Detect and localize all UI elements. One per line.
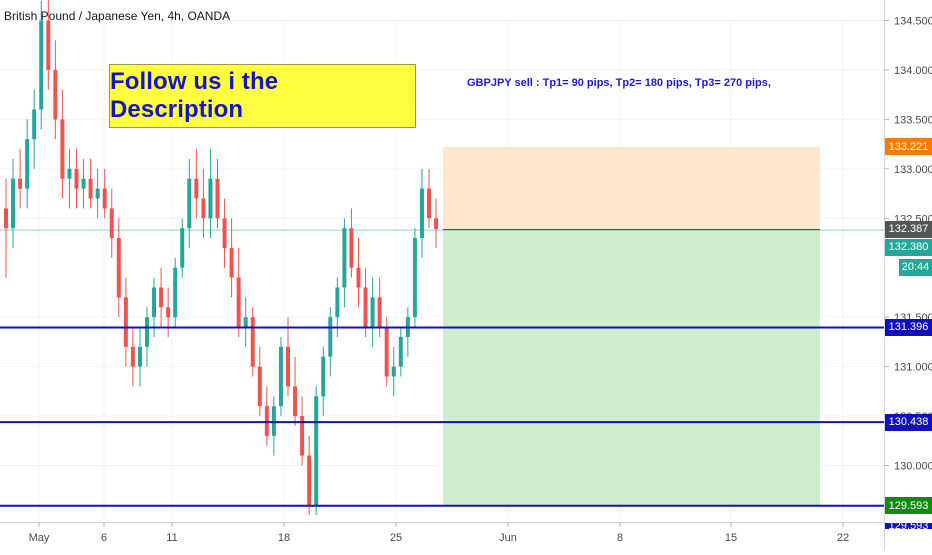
candle-body	[95, 188, 100, 199]
candle-body	[384, 327, 389, 377]
trade-note: GBPJPY sell : Tp1= 90 pips, Tp2= 180 pip…	[467, 77, 771, 89]
candle-body	[427, 188, 431, 219]
candle-body	[349, 228, 354, 268]
position-zones[interactable]	[443, 146, 820, 506]
candle-body	[11, 178, 16, 229]
x-tick-label: May	[29, 532, 50, 544]
x-tick-label: 6	[101, 532, 107, 544]
candle-body	[25, 139, 30, 189]
promo-text: Follow us i the Description	[110, 68, 279, 123]
candle-body	[116, 238, 121, 298]
candle-body	[137, 346, 142, 367]
candle-body	[271, 406, 276, 436]
support-lines[interactable]	[0, 326, 884, 507]
candle-body	[74, 168, 79, 189]
candle-body	[250, 317, 255, 367]
candle-body	[257, 366, 262, 407]
x-tick-label: 22	[837, 532, 849, 544]
candle-body	[102, 188, 107, 209]
candle-body	[67, 168, 72, 179]
candle-body	[145, 317, 149, 347]
candle-body	[307, 455, 312, 506]
candle-body	[166, 307, 171, 318]
candles	[4, 0, 439, 515]
candle-body	[60, 119, 65, 179]
candle-body	[187, 178, 192, 229]
x-tick-label: 11	[166, 532, 177, 544]
candle-body	[300, 416, 305, 456]
y-tick-label: 134.500	[894, 16, 932, 28]
candle-body	[152, 287, 157, 318]
take-profit-zone[interactable]	[443, 229, 820, 506]
promo-callout[interactable]: Follow us i the Description	[109, 64, 416, 128]
candle-body	[314, 396, 319, 506]
candle-body	[335, 287, 340, 318]
candle-body	[236, 277, 241, 328]
entry-price-tag: 132.387	[885, 220, 932, 238]
x-tick-label: 25	[390, 532, 402, 544]
candle-body	[398, 336, 403, 367]
candle-body	[342, 228, 347, 288]
candle-body	[419, 188, 424, 239]
tp2-price-tag: 130.438	[885, 413, 932, 431]
candle-body	[243, 317, 248, 328]
candle-body	[328, 317, 333, 357]
last-price-tag: 132.380	[885, 238, 932, 256]
x-tick-label: 18	[278, 532, 290, 544]
candle-body	[278, 346, 283, 407]
candle-body	[32, 109, 37, 140]
candle-body	[88, 178, 93, 199]
x-tick-label: Jun	[499, 532, 517, 544]
time-axis[interactable]: May 6 11 18 25 Jun 8 15 22	[29, 522, 850, 544]
candle-body	[412, 238, 417, 318]
candle-body	[130, 346, 135, 367]
candle-body	[180, 228, 185, 268]
candle-body	[222, 218, 227, 248]
tp3-price-tag: 129.593	[885, 497, 932, 515]
candle-body	[18, 178, 23, 189]
candle-body	[391, 366, 396, 377]
candle-body	[286, 346, 290, 387]
candle-body	[109, 208, 114, 239]
x-tick-label: 15	[725, 532, 737, 544]
candle-body	[377, 297, 382, 328]
x-tick-label: 8	[617, 532, 623, 544]
candle-body	[363, 287, 368, 328]
candle-body	[194, 178, 199, 199]
stop-price-tag: 133.221	[885, 138, 932, 156]
candle-body	[53, 69, 58, 120]
candle-body	[81, 178, 86, 189]
candle-body	[4, 208, 8, 229]
y-tick-label: 130.000	[894, 461, 932, 473]
stop-loss-zone[interactable]	[443, 146, 820, 230]
y-tick-label: 133.500	[894, 114, 932, 126]
candle-body	[215, 178, 220, 219]
candle-body	[46, 20, 51, 70]
candle-body	[264, 406, 269, 436]
symbol-title: British Pound / Japanese Yen, 4h, OANDA	[4, 9, 231, 23]
y-tick-label: 131.000	[894, 362, 932, 374]
candle-body	[201, 198, 206, 219]
candle-body	[293, 386, 298, 417]
y-tick-label: 133.000	[894, 164, 932, 176]
candle-body	[370, 297, 375, 328]
candle-body	[229, 247, 234, 278]
candle-body	[173, 267, 178, 318]
candle-body	[434, 218, 439, 230]
bar-countdown-tag: 20:44	[899, 258, 932, 276]
candle-body	[356, 267, 361, 288]
tp1-price-tag: 131.396	[885, 318, 932, 336]
candle-body	[321, 356, 326, 397]
candle-body	[123, 297, 128, 347]
hidden-price-tag: 129.593	[885, 522, 932, 529]
y-tick-label: 134.000	[894, 65, 932, 77]
candle-body	[208, 178, 213, 219]
candle-body	[159, 287, 164, 308]
candle-body	[39, 20, 44, 110]
